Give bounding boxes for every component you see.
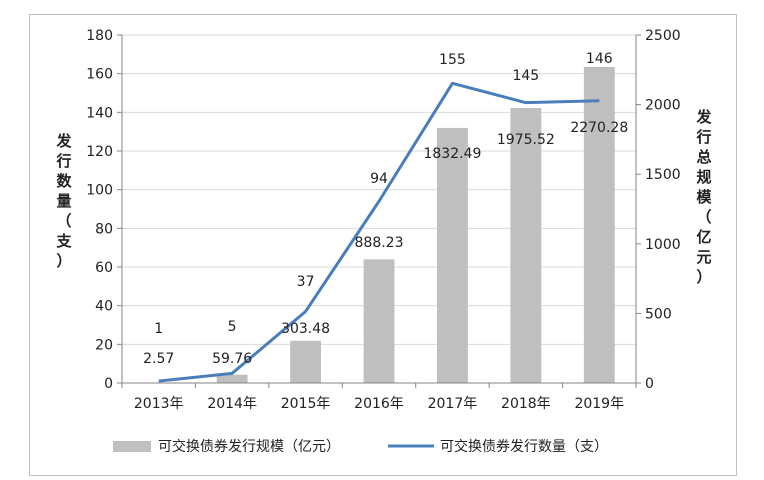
line-series	[158, 81, 600, 383]
line-data-label: 155	[439, 52, 466, 68]
bar	[290, 340, 321, 383]
x-tick-label: 2017年	[428, 396, 478, 412]
x-tick-label: 2018年	[501, 396, 551, 412]
y-left-tick-label: 0	[104, 376, 113, 392]
gridlines	[122, 34, 636, 345]
y-left-axis-title-char: 发	[55, 132, 72, 150]
x-tick-label: 2014年	[207, 396, 257, 412]
y-right-tick-label: 1000	[645, 237, 681, 253]
chart-frame	[29, 14, 737, 476]
line-data-label: 146	[586, 51, 613, 67]
legend: 可交换债券发行规模（亿元） 可交换债券发行数量（支）	[113, 438, 608, 455]
y-left-tick-label: 20	[95, 337, 113, 353]
bar-series	[143, 66, 615, 383]
bar	[510, 108, 542, 383]
axes: 0 20 40 60 80 100 120 140 160 180 0 500 1000 1500 2000…	[55, 28, 712, 412]
bar-data-label: 303.48	[281, 321, 330, 337]
legend-label-line: 可交换债券发行数量（支）	[440, 438, 608, 455]
y-left-tick-label: 80	[95, 221, 113, 237]
x-tick-label: 2015年	[281, 396, 331, 412]
y-left-tick-label: 120	[86, 144, 113, 160]
y-right-axis-title-char: 模	[696, 188, 712, 206]
x-tick-label: 2019年	[574, 396, 624, 412]
y-left-axis-title-char: 数	[56, 172, 72, 190]
y-left-tick-label: 60	[95, 260, 113, 276]
y-right-axis-title-char: 行	[695, 128, 711, 146]
y-right-tick-label: 2000	[645, 98, 681, 114]
legend-swatch-bar	[113, 441, 151, 452]
y-right-axis-title-char: 总	[696, 148, 711, 166]
bar-data-label: 2270.28	[570, 120, 628, 136]
y-left-axis-title-char: 量	[56, 192, 71, 210]
y-left-axis-title-char: 行	[55, 152, 71, 170]
y-left-tick-label: 180	[86, 28, 113, 44]
bar	[437, 127, 468, 383]
line-data-label: 1	[154, 321, 163, 337]
y-right-axis-title-char: （	[696, 208, 711, 226]
legend-label-bar: 可交换债券发行规模（亿元）	[158, 438, 340, 455]
y-right-tick-label: 500	[645, 306, 672, 322]
y-right-tick-label: 2500	[645, 28, 681, 44]
y-left-tick-label: 140	[86, 105, 113, 121]
y-right-axis-title-char: 元	[696, 248, 711, 266]
y-right-axis-title-char: 亿	[696, 228, 711, 246]
data-labels: 2.57 59.76 303.48 888.23 1832.49 1975.52 2270.…	[143, 51, 628, 367]
y-right-axis-title-char: 规	[696, 168, 711, 186]
line-data-label: 94	[370, 171, 388, 187]
y-left-tick-label: 160	[86, 67, 113, 83]
y-right-tick-label: 1500	[645, 167, 681, 183]
bar	[363, 259, 395, 383]
bar	[216, 374, 248, 383]
y-left-axis-title-char: ）	[56, 252, 71, 270]
bar-data-label: 1832.49	[423, 146, 481, 162]
line-data-label: 145	[512, 68, 539, 84]
bar-data-label: 59.76	[212, 351, 252, 367]
bar	[583, 66, 615, 383]
x-tick-label: 2013年	[134, 396, 184, 412]
y-left-axis-title-char: （	[56, 212, 71, 230]
line-data-label: 5	[228, 319, 237, 335]
y-right-tick-label: 0	[645, 376, 654, 392]
bar-data-label: 1975.52	[497, 132, 555, 148]
series-line	[158, 81, 600, 383]
y-left-tick-label: 100	[86, 183, 113, 199]
x-tick-label: 2016年	[354, 396, 404, 412]
y-left-axis-title-char: 支	[55, 232, 72, 250]
bar-data-label: 888.23	[355, 235, 404, 251]
line-data-label: 37	[297, 274, 315, 290]
y-right-axis-title-char: 发	[695, 108, 712, 126]
y-left-tick-label: 40	[95, 299, 113, 315]
bar-data-label: 2.57	[143, 351, 174, 367]
y-right-axis-title-char: ）	[696, 268, 711, 286]
